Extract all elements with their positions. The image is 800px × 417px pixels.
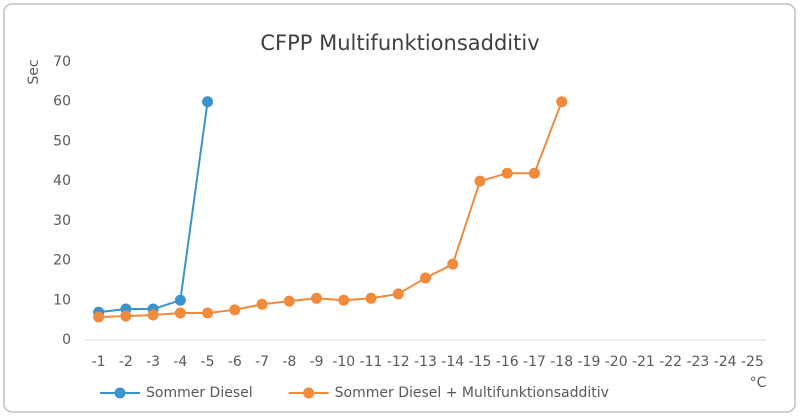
- legend-label: Sommer Diesel + Multifunktionsadditiv: [335, 385, 609, 401]
- data-point: [420, 272, 431, 284]
- chart-frame: [3, 3, 796, 413]
- data-point: [93, 311, 105, 323]
- x-tick-label: -2: [119, 354, 133, 370]
- x-tick-label: -12: [387, 354, 410, 370]
- x-axis-label: °C: [750, 375, 767, 391]
- x-tick-label: -20: [605, 354, 628, 370]
- data-point: [147, 309, 159, 321]
- data-point: [338, 294, 350, 306]
- x-tick-label: -13: [414, 354, 437, 370]
- data-point: [120, 310, 132, 322]
- y-tick-label: 10: [53, 292, 71, 308]
- data-point: [392, 288, 404, 300]
- y-tick-label: 50: [53, 133, 71, 149]
- x-tick-label: -5: [201, 354, 215, 370]
- y-tick-label: 0: [62, 332, 71, 348]
- x-tick-label: -19: [578, 354, 601, 370]
- legend-swatch-marker: [303, 387, 315, 399]
- legend-swatch-marker: [114, 387, 126, 399]
- x-tick-label: -11: [360, 354, 383, 370]
- chart-title: CFPP Multifunktionsadditiv: [260, 31, 539, 55]
- x-tick-label: -9: [310, 354, 324, 370]
- y-tick-label: 30: [53, 213, 71, 229]
- y-axis-label: Sec: [26, 59, 42, 84]
- x-tick-label: -24: [714, 354, 737, 370]
- x-tick-label: -6: [228, 354, 242, 370]
- x-tick-label: -3: [146, 354, 160, 370]
- data-point: [556, 96, 568, 108]
- x-tick-label: -22: [659, 354, 682, 370]
- data-point: [365, 292, 377, 304]
- data-point: [202, 307, 214, 319]
- y-tick-label: 70: [53, 54, 71, 70]
- legend-label: Sommer Diesel: [146, 385, 253, 401]
- x-tick-label: -25: [741, 354, 764, 370]
- data-point: [256, 298, 268, 310]
- data-point: [283, 295, 295, 307]
- y-tick-label: 40: [53, 173, 71, 189]
- x-tick-label: -16: [496, 354, 519, 370]
- x-tick-label: -18: [550, 354, 573, 370]
- x-tick-label: -1: [92, 354, 106, 370]
- data-point: [174, 307, 186, 319]
- data-point: [311, 292, 323, 304]
- y-tick-label: 20: [53, 253, 71, 269]
- data-point: [528, 167, 540, 179]
- x-tick-label: -10: [332, 354, 355, 370]
- x-tick-label: -4: [173, 354, 187, 370]
- x-tick-label: -21: [632, 354, 655, 370]
- x-tick-label: -15: [469, 354, 492, 370]
- y-tick-label: 60: [53, 94, 71, 110]
- data-point: [229, 304, 241, 316]
- x-tick-label: -8: [282, 354, 296, 370]
- data-point: [174, 294, 186, 306]
- x-tick-label: -17: [523, 354, 546, 370]
- data-point: [474, 175, 486, 187]
- x-tick-label: -23: [686, 354, 709, 370]
- data-point: [447, 258, 459, 270]
- data-point: [202, 96, 214, 108]
- x-tick-label: -14: [441, 354, 464, 370]
- x-tick-label: -7: [255, 354, 269, 370]
- data-point: [501, 167, 513, 179]
